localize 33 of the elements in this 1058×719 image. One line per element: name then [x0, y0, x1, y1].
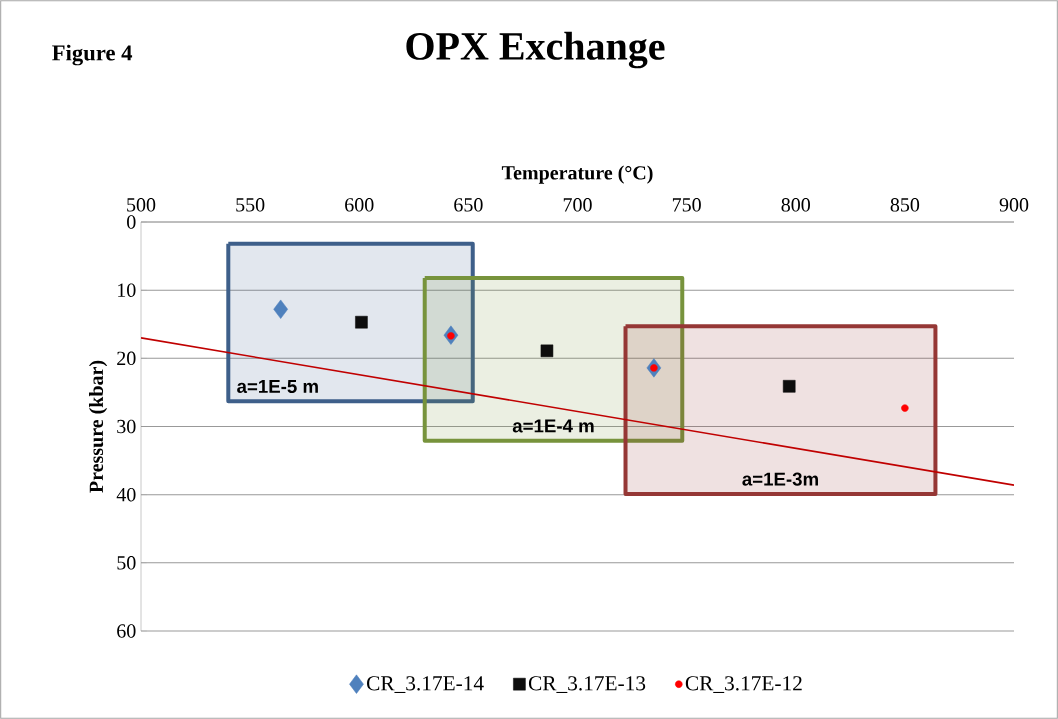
x-tick-label: 500	[127, 198, 156, 212]
point	[901, 404, 909, 412]
legend-label: CR_3.17E-13	[528, 676, 646, 693]
y-tick-label: 30	[117, 419, 136, 434]
point	[782, 380, 796, 393]
y-tick-label: 50	[117, 556, 136, 570]
x-axis-title: Temperature (°C)	[501, 165, 653, 184]
x-tick-label: 750	[672, 198, 701, 212]
y-axis-title: Pressure (kbar)	[89, 360, 108, 493]
annotation: a=1E-5 m	[237, 380, 318, 394]
x-tick-label: 850	[890, 198, 920, 212]
y-tick-label: 40	[116, 487, 136, 502]
legend-label: CR_3.17E-14	[367, 676, 484, 693]
y-tick-label: 0	[127, 215, 136, 229]
x-tick-label: 900	[999, 198, 1029, 212]
annotation: a=1E-3m	[742, 472, 818, 486]
x-tick-label: 800	[781, 198, 810, 212]
point	[447, 332, 455, 340]
point	[650, 364, 658, 372]
legend-label: CR_3.17E-12	[685, 676, 802, 693]
y-tick-label: 20	[117, 351, 136, 366]
point	[355, 315, 368, 329]
x-tick-label: 600	[345, 198, 374, 212]
chart-title: OPX Exchange	[406, 31, 665, 69]
x-tick-label: 700	[563, 198, 592, 212]
caption: Figure 4	[52, 44, 133, 66]
y-tick-label: 60	[117, 624, 136, 638]
annotation: a=1E-4 m	[512, 419, 594, 433]
point	[540, 344, 554, 358]
point	[273, 299, 288, 319]
y-tick-label: 10	[118, 283, 136, 297]
x-tick-label: 650	[454, 198, 483, 212]
x-tick-label: 550	[236, 198, 265, 212]
